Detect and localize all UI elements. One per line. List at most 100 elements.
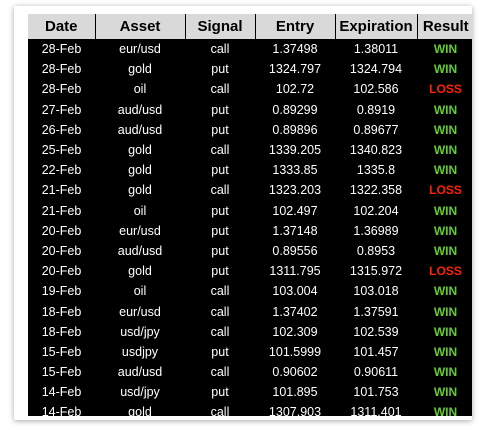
cell-expiration: 102.586 — [353, 82, 399, 97]
table-row: 22-Feb gold put 1333.85 1335.8 WIN — [28, 160, 472, 180]
cell-date: 15-Feb — [41, 344, 82, 359]
cell-entry: 101.895 — [272, 385, 318, 400]
cell-expiration: 1311.401 — [350, 405, 402, 416]
table-viewport[interactable]: Date Asset Signal Entry Expiration Resul… — [28, 14, 472, 416]
cell-asset: gold — [128, 163, 152, 178]
cell-entry: 1.37402 — [272, 304, 318, 319]
cell-entry: 1.37148 — [272, 223, 318, 238]
cell-expiration: 1.38011 — [353, 42, 399, 57]
cell-signal: put — [211, 385, 229, 400]
result-badge: WIN — [433, 324, 458, 339]
cell-signal: put — [211, 223, 229, 238]
cell-entry: 1333.85 — [272, 163, 318, 178]
result-badge: WIN — [433, 365, 458, 380]
cell-date: 28-Feb — [41, 42, 82, 57]
cell-entry: 0.90602 — [272, 365, 318, 380]
table-row: 14-Feb gold call 1307.903 1311.401 WIN — [28, 402, 472, 416]
cell-asset: usd/jpy — [120, 385, 160, 400]
cell-entry: 102.72 — [275, 82, 315, 97]
cell-signal: call — [210, 143, 230, 158]
result-badge: WIN — [433, 122, 458, 137]
cell-expiration: 1324.794 — [349, 62, 403, 77]
cell-asset: aud/usd — [117, 122, 163, 137]
table-row: 28-Feb oil call 102.72 102.586 LOSS — [28, 79, 472, 99]
cell-asset: gold — [128, 62, 152, 77]
cell-signal: call — [210, 42, 230, 57]
cell-signal: put — [211, 62, 229, 77]
cell-expiration: 0.8953 — [356, 243, 396, 258]
cell-date: 14-Feb — [41, 405, 82, 416]
result-badge: WIN — [433, 203, 458, 218]
cell-date: 27-Feb — [41, 102, 82, 117]
cell-date: 26-Feb — [41, 122, 82, 137]
cell-entry: 101.5999 — [268, 344, 322, 359]
cell-signal: call — [210, 324, 230, 339]
cell-date: 20-Feb — [41, 264, 82, 279]
column-header-entry: Entry — [255, 14, 336, 39]
cell-asset: aud/usd — [117, 243, 163, 258]
cell-asset: aud/usd — [117, 102, 163, 117]
result-badge: LOSS — [429, 264, 462, 279]
cell-signal: call — [210, 304, 230, 319]
column-header-signal: Signal — [185, 14, 256, 39]
cell-signal: put — [211, 203, 229, 218]
cell-date: 18-Feb — [41, 304, 82, 319]
result-badge: WIN — [433, 143, 458, 158]
cell-signal: put — [211, 163, 229, 178]
cell-signal: put — [211, 122, 229, 137]
result-badge: WIN — [433, 385, 458, 400]
table-row: 28-Feb eur/usd call 1.37498 1.38011 WIN — [28, 39, 472, 59]
cell-asset: eur/usd — [119, 223, 161, 238]
cell-asset: usd/jpy — [120, 324, 160, 339]
table-row: 20-Feb eur/usd put 1.37148 1.36989 WIN — [28, 221, 472, 241]
cell-signal: call — [210, 183, 230, 198]
header-row: Date Asset Signal Entry Expiration Resul… — [28, 14, 472, 39]
cell-entry: 1311.795 — [269, 264, 321, 279]
cell-expiration: 102.539 — [353, 324, 399, 339]
cell-date: 28-Feb — [41, 62, 82, 77]
table-row: 25-Feb gold call 1339.205 1340.823 WIN — [28, 140, 472, 160]
cell-expiration: 1335.8 — [356, 163, 396, 178]
cell-asset: usdjpy — [121, 344, 159, 359]
table-row: 26-Feb aud/usd put 0.89896 0.89677 WIN — [28, 120, 472, 140]
table-row: 21-Feb oil put 102.497 102.204 WIN — [28, 201, 472, 221]
cell-asset: gold — [128, 405, 152, 416]
cell-entry: 102.497 — [272, 203, 318, 218]
column-header-expiration: Expiration — [335, 14, 418, 39]
cell-asset: eur/usd — [119, 304, 161, 319]
cell-date: 20-Feb — [41, 243, 82, 258]
cell-entry: 103.004 — [272, 284, 318, 299]
cell-signal: call — [210, 365, 230, 380]
cell-expiration: 1322.358 — [349, 183, 403, 198]
cell-expiration: 0.89677 — [353, 122, 399, 137]
cell-asset: gold — [128, 264, 152, 279]
cell-signal: put — [211, 243, 229, 258]
result-badge: WIN — [433, 304, 458, 319]
cell-signal: call — [210, 284, 230, 299]
cell-date: 22-Feb — [41, 163, 82, 178]
cell-asset: oil — [133, 203, 147, 218]
cell-signal: call — [210, 82, 230, 97]
table-row: 20-Feb gold put 1311.795 1315.972 LOSS — [28, 261, 472, 281]
table-frame: Date Asset Signal Entry Expiration Resul… — [14, 6, 472, 420]
column-header-date: Date — [28, 14, 96, 39]
cell-expiration: 1340.823 — [349, 143, 403, 158]
table-row: 28-Feb gold put 1324.797 1324.794 WIN — [28, 59, 472, 79]
table-row: 18-Feb usd/jpy call 102.309 102.539 WIN — [28, 322, 472, 342]
result-badge: WIN — [433, 405, 458, 416]
cell-entry: 0.89896 — [272, 122, 318, 137]
column-header-result: Result — [417, 14, 472, 39]
result-badge: WIN — [433, 243, 458, 258]
cell-asset: gold — [128, 143, 152, 158]
column-header-asset: Asset — [95, 14, 186, 39]
table-row: 19-Feb oil call 103.004 103.018 WIN — [28, 281, 472, 301]
cell-date: 14-Feb — [41, 385, 82, 400]
cell-expiration: 1.36989 — [353, 223, 399, 238]
table-row: 14-Feb usd/jpy put 101.895 101.753 WIN — [28, 382, 472, 402]
cell-signal: call — [210, 405, 230, 416]
cell-expiration: 101.457 — [353, 344, 399, 359]
table-row: 21-Feb gold call 1323.203 1322.358 LOSS — [28, 180, 472, 200]
cell-expiration: 1.37591 — [353, 304, 399, 319]
cell-entry: 1339.205 — [268, 143, 322, 158]
cell-date: 18-Feb — [41, 324, 82, 339]
